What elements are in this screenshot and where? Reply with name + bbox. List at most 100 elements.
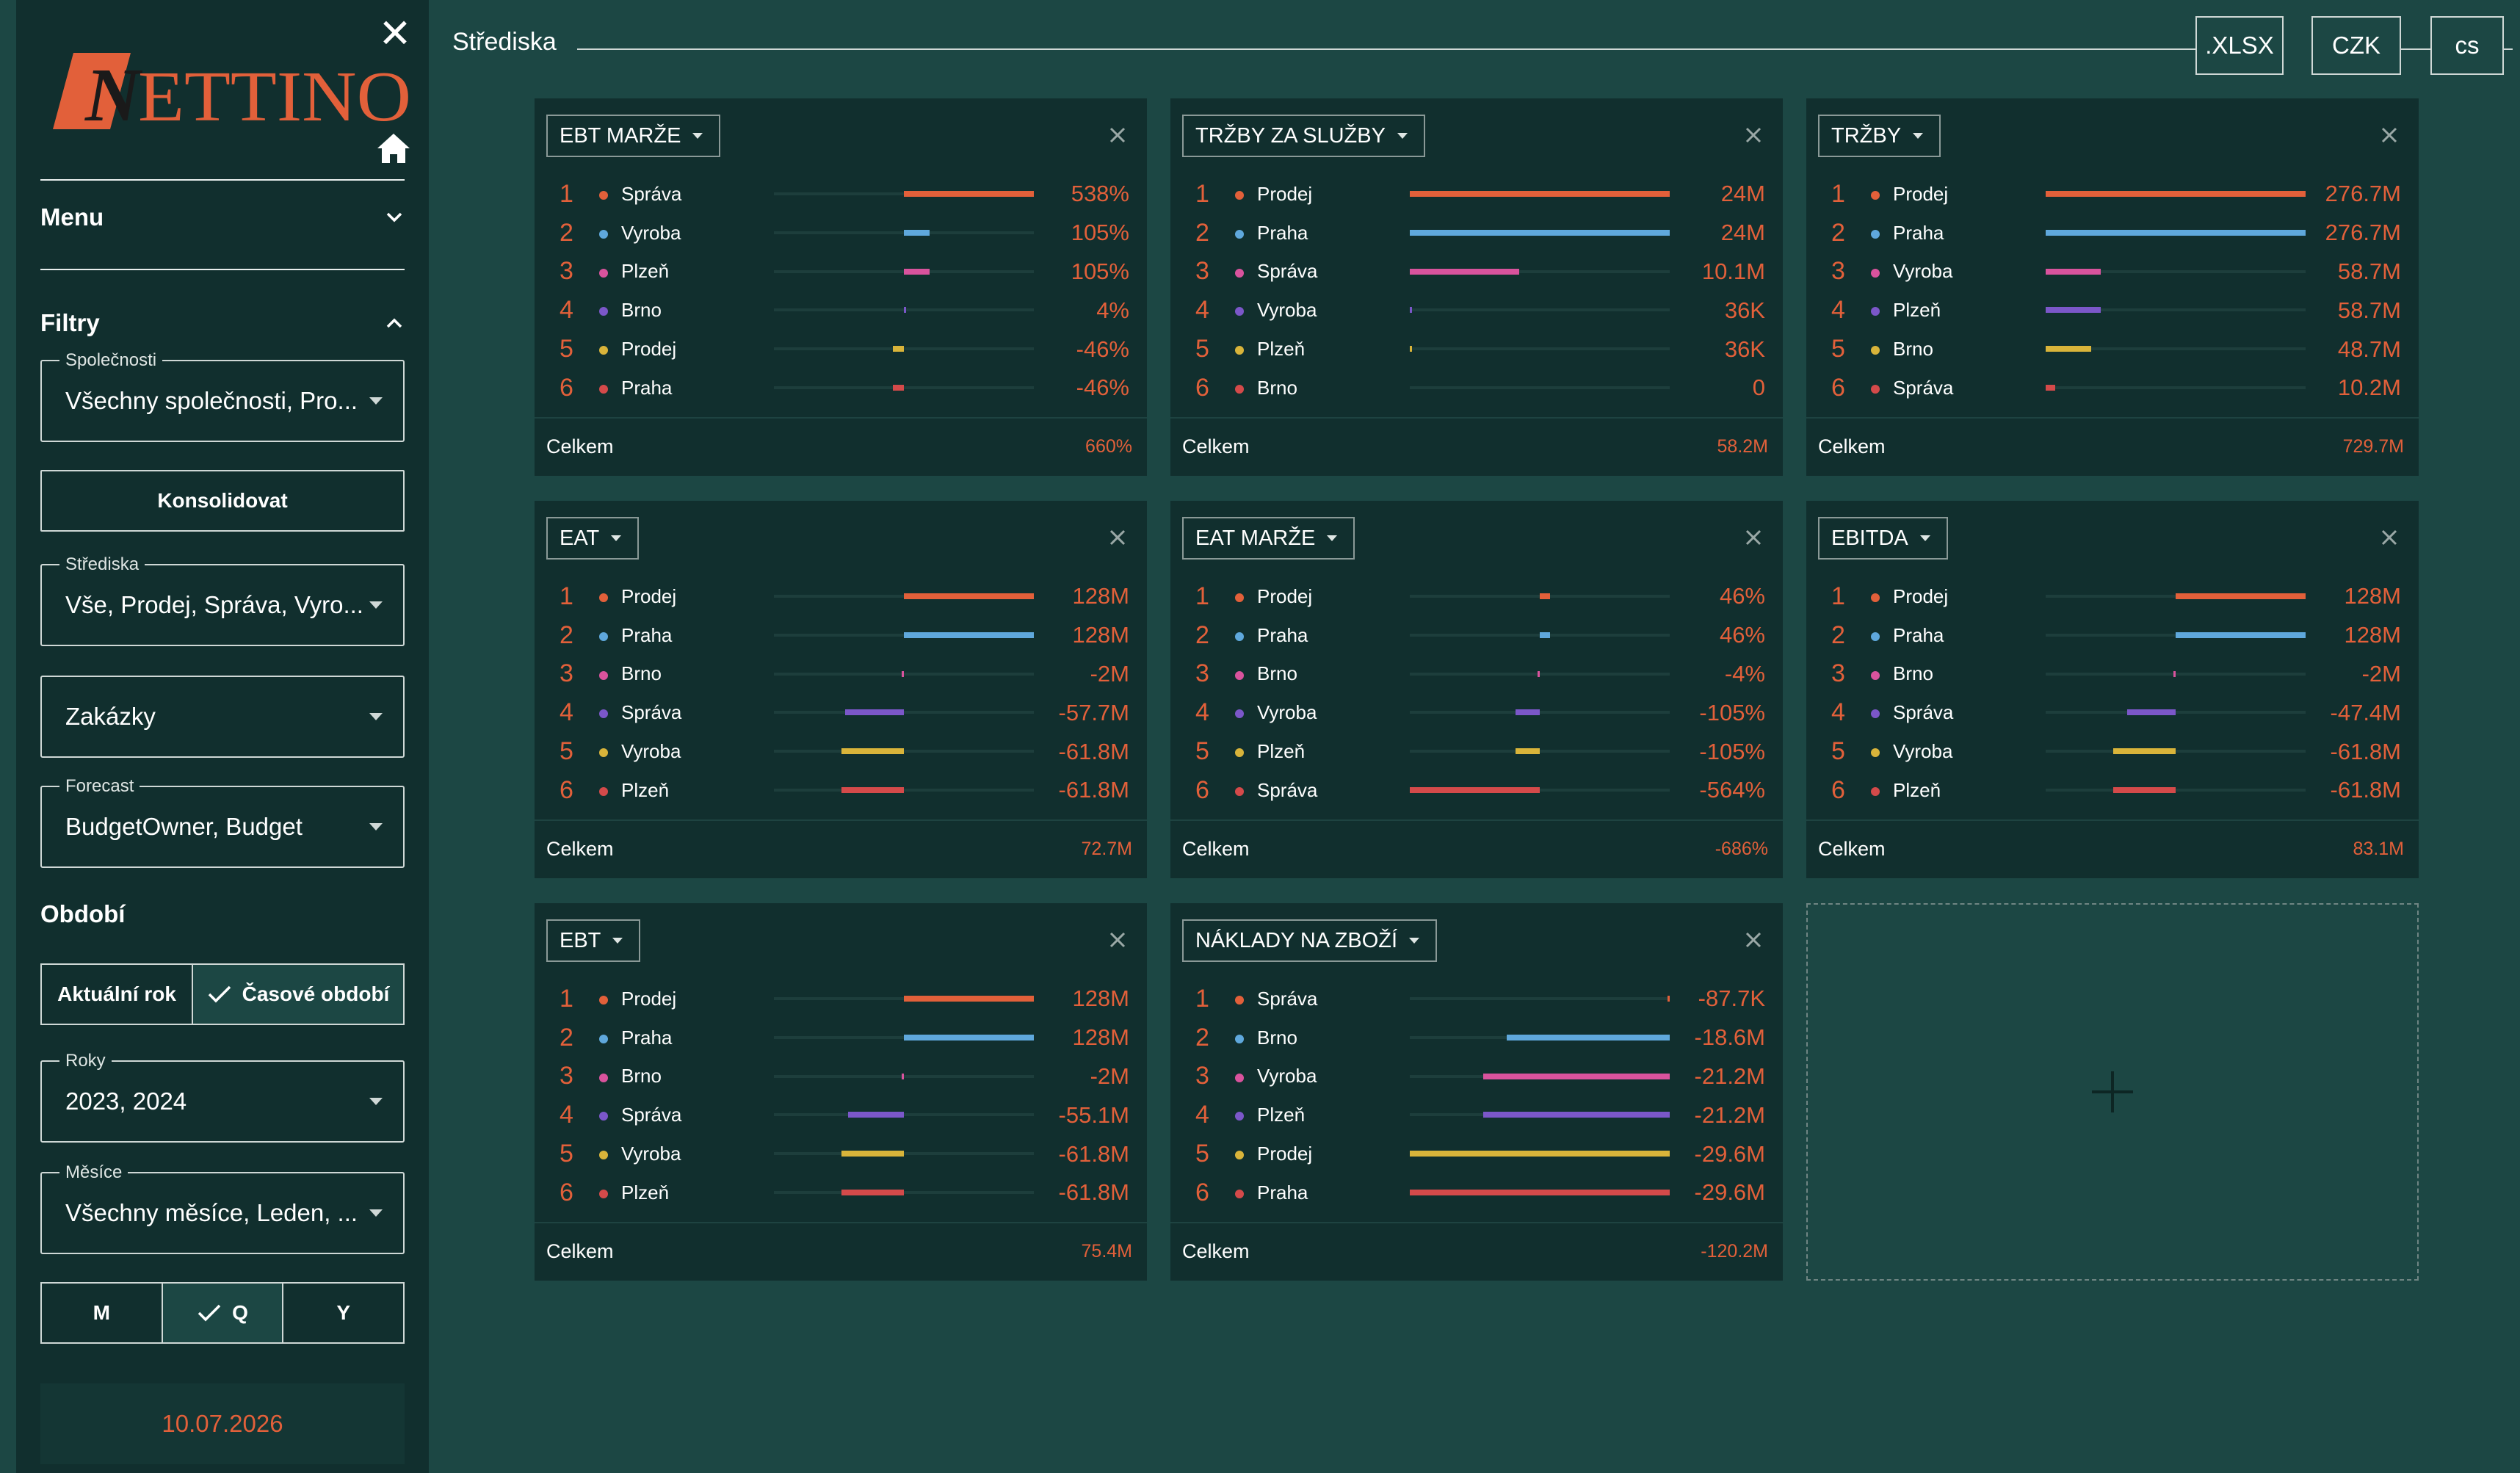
center-name: Plzeň: [621, 260, 670, 283]
ranking-row[interactable]: 4 Vyroba 36K: [1170, 291, 1783, 330]
ranking-row[interactable]: 6 Plzeň -61.8M: [535, 1173, 1147, 1212]
ranking-row[interactable]: 4 Plzeň -21.2M: [1170, 1096, 1783, 1134]
ranking-row[interactable]: 1 Prodej 128M: [1806, 577, 2419, 616]
metric-select[interactable]: NÁKLADY NA ZBOŽÍ: [1182, 919, 1438, 962]
currency-button[interactable]: CZK: [2311, 16, 2401, 75]
ranking-row[interactable]: 5 Prodej -29.6M: [1170, 1134, 1783, 1173]
years-select[interactable]: Roky 2023, 2024: [40, 1051, 405, 1143]
ranking-row[interactable]: 4 Správa -47.4M: [1806, 693, 2419, 732]
ranking-row[interactable]: 3 Vyroba 58.7M: [1806, 253, 2419, 292]
series-dot: [1235, 786, 1244, 796]
ranking-row[interactable]: 3 Brno -2M: [535, 1057, 1147, 1096]
add-card-button[interactable]: [1806, 903, 2419, 1281]
ranking-row[interactable]: 4 Vyroba -105%: [1170, 693, 1783, 732]
close-icon[interactable]: [1739, 120, 1768, 150]
bar-track: [2046, 229, 2306, 236]
metric-select[interactable]: EBT MARŽE: [546, 115, 721, 157]
ranking-row[interactable]: 1 Prodej 46%: [1170, 577, 1783, 616]
ranking-row[interactable]: 4 Plzeň 58.7M: [1806, 291, 2419, 330]
menu-toggle[interactable]: Menu: [40, 197, 405, 238]
ranking-row[interactable]: 3 Správa 10.1M: [1170, 253, 1783, 292]
ranking-row[interactable]: 1 Správa 538%: [535, 175, 1147, 214]
ranking-row[interactable]: 4 Správa -55.1M: [535, 1096, 1147, 1134]
ranking-row[interactable]: 5 Plzeň -105%: [1170, 732, 1783, 771]
companies-select[interactable]: Společnosti Všechny společnosti, Pro...: [40, 350, 405, 442]
ranking-row[interactable]: 3 Vyroba -21.2M: [1170, 1057, 1783, 1096]
ranking-row[interactable]: 2 Praha 128M: [1806, 616, 2419, 655]
granularity-y-option[interactable]: Y: [283, 1284, 403, 1342]
ranking-row[interactable]: 6 Správa 10.2M: [1806, 369, 2419, 408]
ranking-row[interactable]: 6 Plzeň -61.8M: [535, 771, 1147, 810]
granularity-m-label: M: [93, 1301, 110, 1324]
ranking-row[interactable]: 2 Praha 46%: [1170, 616, 1783, 655]
center-name: Brno: [1257, 662, 1297, 685]
ranking-row[interactable]: 6 Praha -46%: [535, 369, 1147, 408]
ranking-row[interactable]: 6 Správa -564%: [1170, 771, 1783, 810]
ranking-row[interactable]: 6 Plzeň -61.8M: [1806, 771, 2419, 810]
ranking-row[interactable]: 2 Praha 128M: [535, 1018, 1147, 1057]
value-bar: [2046, 268, 2101, 275]
forecast-select[interactable]: Forecast BudgetOwner, Budget: [40, 776, 405, 868]
ranking-row[interactable]: 6 Praha -29.6M: [1170, 1173, 1783, 1212]
center-name: Vyroba: [1893, 260, 1953, 283]
value-bar: [904, 268, 930, 275]
granularity-m-option[interactable]: M: [42, 1284, 163, 1342]
ranking-row[interactable]: 2 Brno -18.6M: [1170, 1018, 1783, 1057]
ranking-row[interactable]: 5 Brno 48.7M: [1806, 330, 2419, 369]
ranking-list: 1 Prodej 128M 2 Praha 128M 3 Br: [535, 577, 1147, 810]
ranking-row[interactable]: 1 Prodej 276.7M: [1806, 175, 2419, 214]
close-icon[interactable]: [1739, 523, 1768, 552]
metric-select[interactable]: EAT MARŽE: [1182, 517, 1355, 560]
ranking-row[interactable]: 4 Správa -57.7M: [535, 693, 1147, 732]
ranking-row[interactable]: 3 Brno -4%: [1170, 655, 1783, 694]
metric-select[interactable]: TRŽBY: [1818, 115, 1941, 157]
metric-select[interactable]: EAT: [546, 517, 640, 560]
consolidate-button[interactable]: Konsolidovat: [40, 470, 405, 532]
close-icon[interactable]: [1103, 120, 1132, 150]
ranking-row[interactable]: 2 Praha 128M: [535, 616, 1147, 655]
orders-select[interactable]: Zakázky: [40, 676, 405, 758]
ranking-row[interactable]: 6 Brno 0: [1170, 369, 1783, 408]
current-year-option[interactable]: Aktuální rok: [42, 965, 193, 1024]
dropdown-arrow-icon: [692, 133, 703, 139]
center-name: Prodej: [1893, 585, 1949, 607]
ranking-row[interactable]: 3 Brno -2M: [535, 655, 1147, 694]
ranking-row[interactable]: 2 Praha 276.7M: [1806, 214, 2419, 253]
center-name: Správa: [621, 1104, 682, 1126]
value-bar: [904, 229, 930, 236]
close-icon[interactable]: [1103, 523, 1132, 552]
close-icon[interactable]: [1103, 925, 1132, 955]
metric-select[interactable]: TRŽBY ZA SLUŽBY: [1182, 115, 1425, 157]
metric-select[interactable]: EBT: [546, 919, 641, 962]
filters-toggle[interactable]: Filtry: [40, 303, 405, 344]
metric-select[interactable]: EBITDA: [1818, 517, 1948, 560]
ranking-row[interactable]: 2 Vyroba 105%: [535, 214, 1147, 253]
centers-select[interactable]: Střediska Vše, Prodej, Správa, Vyro...: [40, 554, 405, 646]
export-xlsx-button[interactable]: .XLSX: [2195, 16, 2284, 75]
ranking-row[interactable]: 1 Správa -87.7K: [1170, 980, 1783, 1018]
granularity-q-option[interactable]: Q: [162, 1284, 284, 1342]
metric-card: EBT 1 Prodej 128M 2 Praha: [535, 903, 1147, 1281]
close-sidebar-icon[interactable]: ✕: [378, 10, 412, 57]
ranking-row[interactable]: 5 Prodej -46%: [535, 330, 1147, 369]
center-name: Prodej: [1257, 1143, 1313, 1165]
language-button[interactable]: cs: [2430, 16, 2504, 75]
close-icon[interactable]: [1739, 925, 1768, 955]
ranking-row[interactable]: 5 Vyroba -61.8M: [1806, 732, 2419, 771]
ranking-row[interactable]: 5 Vyroba -61.8M: [535, 1134, 1147, 1173]
rank-number: 4: [1195, 698, 1209, 727]
ranking-row[interactable]: 5 Vyroba -61.8M: [535, 732, 1147, 771]
time-period-option[interactable]: Časové období: [193, 965, 403, 1024]
ranking-row[interactable]: 5 Plzeň 36K: [1170, 330, 1783, 369]
close-icon[interactable]: [2375, 523, 2404, 552]
ranking-row[interactable]: 4 Brno 4%: [535, 291, 1147, 330]
ranking-row[interactable]: 3 Brno -2M: [1806, 655, 2419, 694]
home-icon[interactable]: [376, 132, 411, 164]
ranking-row[interactable]: 2 Praha 24M: [1170, 214, 1783, 253]
months-select[interactable]: Měsíce Všechny měsíce, Leden, ...: [40, 1162, 405, 1254]
ranking-row[interactable]: 3 Plzeň 105%: [535, 253, 1147, 292]
ranking-row[interactable]: 1 Prodej 128M: [535, 980, 1147, 1018]
ranking-row[interactable]: 1 Prodej 24M: [1170, 175, 1783, 214]
close-icon[interactable]: [2375, 120, 2404, 150]
ranking-row[interactable]: 1 Prodej 128M: [535, 577, 1147, 616]
